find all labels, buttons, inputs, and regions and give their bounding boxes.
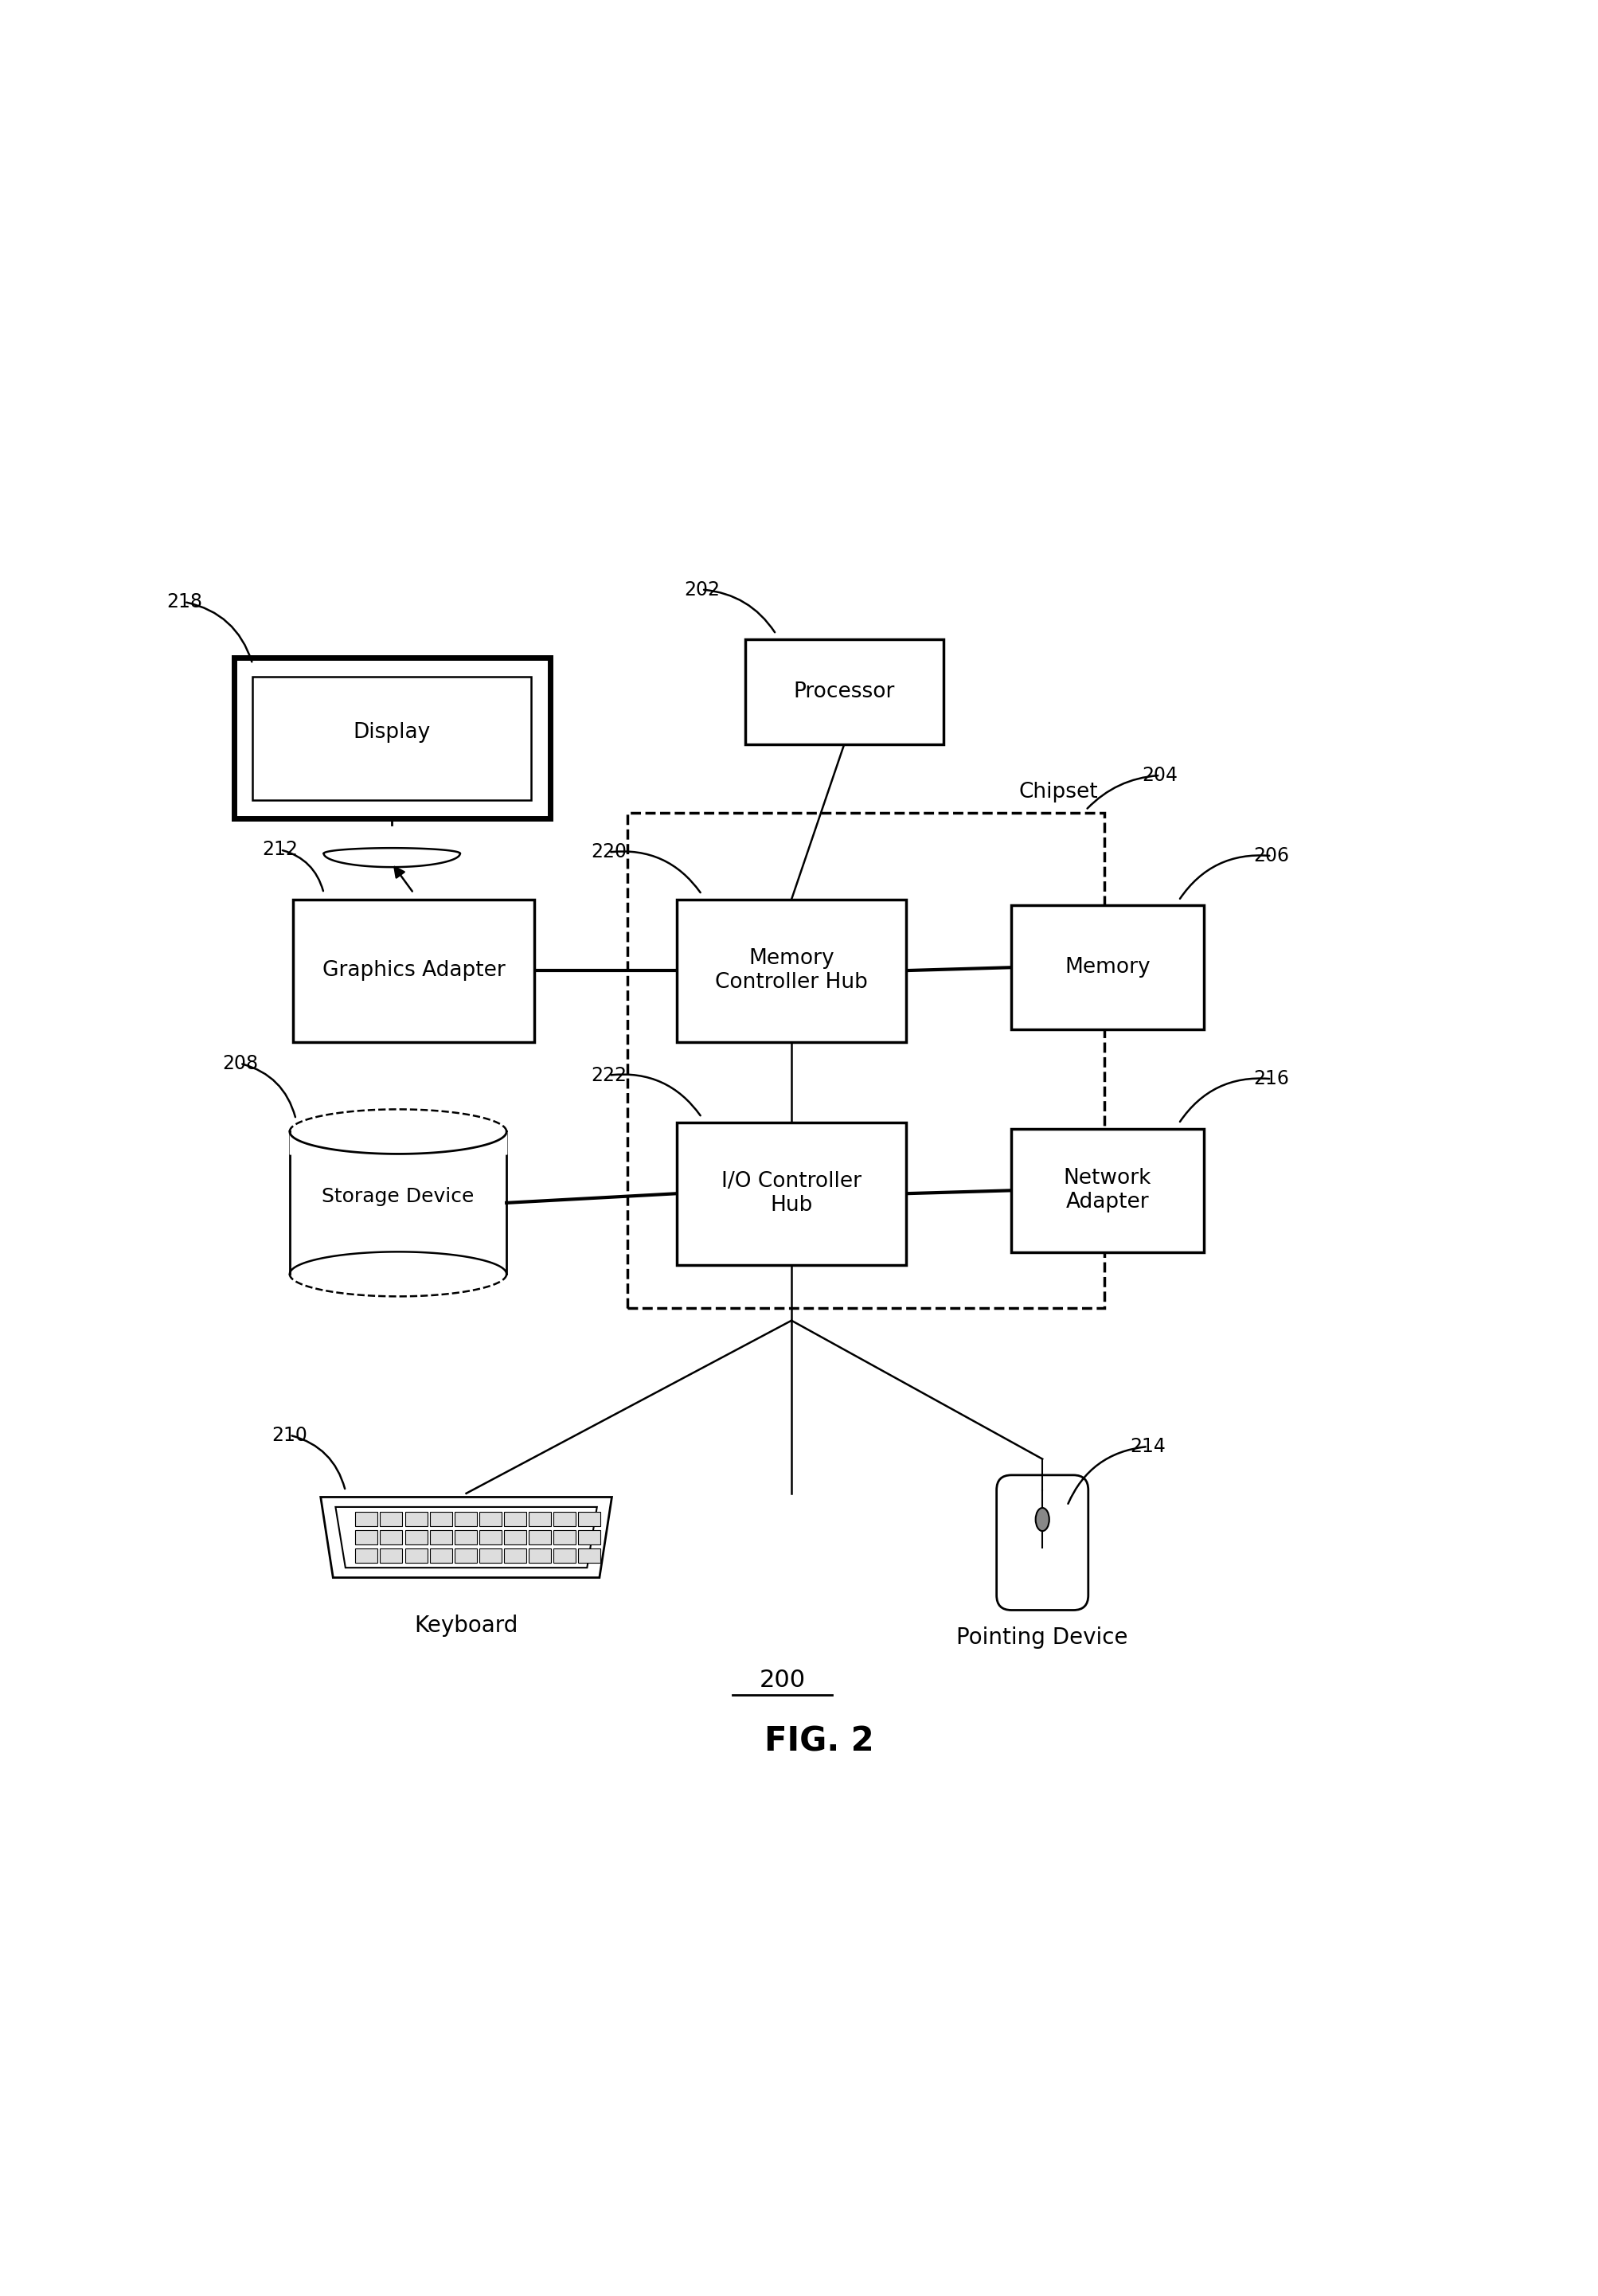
Text: 216: 216: [1253, 1070, 1290, 1088]
FancyBboxPatch shape: [252, 677, 531, 801]
FancyBboxPatch shape: [454, 1548, 476, 1564]
FancyBboxPatch shape: [529, 1529, 551, 1545]
Text: 210: 210: [272, 1426, 307, 1444]
Text: 200: 200: [759, 1669, 805, 1692]
Text: 214: 214: [1130, 1437, 1165, 1456]
FancyBboxPatch shape: [430, 1548, 452, 1564]
FancyBboxPatch shape: [404, 1513, 427, 1527]
Text: 208: 208: [222, 1054, 257, 1072]
FancyBboxPatch shape: [479, 1548, 502, 1564]
FancyBboxPatch shape: [503, 1529, 526, 1545]
FancyBboxPatch shape: [503, 1513, 526, 1527]
FancyBboxPatch shape: [676, 1123, 906, 1265]
FancyBboxPatch shape: [404, 1529, 427, 1545]
Text: FIG. 2: FIG. 2: [764, 1724, 874, 1759]
Text: Graphics Adapter: Graphics Adapter: [321, 960, 505, 980]
Text: 212: 212: [262, 840, 299, 859]
FancyBboxPatch shape: [479, 1529, 502, 1545]
FancyBboxPatch shape: [355, 1548, 377, 1564]
FancyBboxPatch shape: [430, 1513, 452, 1527]
FancyBboxPatch shape: [553, 1513, 575, 1527]
FancyBboxPatch shape: [355, 1513, 377, 1527]
Text: Chipset: Chipset: [1018, 783, 1098, 804]
Text: 218: 218: [166, 592, 203, 611]
FancyBboxPatch shape: [1012, 905, 1203, 1029]
Text: Keyboard: Keyboard: [414, 1614, 518, 1637]
Text: 206: 206: [1253, 847, 1290, 866]
Polygon shape: [321, 1497, 612, 1577]
FancyBboxPatch shape: [355, 1529, 377, 1545]
Text: Memory
Controller Hub: Memory Controller Hub: [714, 948, 868, 992]
Text: Processor: Processor: [793, 682, 895, 703]
FancyBboxPatch shape: [479, 1513, 502, 1527]
FancyBboxPatch shape: [454, 1529, 476, 1545]
FancyBboxPatch shape: [1012, 1130, 1203, 1251]
FancyBboxPatch shape: [529, 1548, 551, 1564]
FancyBboxPatch shape: [578, 1548, 601, 1564]
Text: 204: 204: [1141, 767, 1178, 785]
Text: 222: 222: [591, 1065, 626, 1084]
Text: Network
Adapter: Network Adapter: [1063, 1169, 1151, 1212]
FancyBboxPatch shape: [553, 1529, 575, 1545]
Text: 202: 202: [684, 581, 719, 599]
FancyBboxPatch shape: [578, 1513, 601, 1527]
FancyBboxPatch shape: [430, 1529, 452, 1545]
FancyBboxPatch shape: [676, 900, 906, 1042]
FancyBboxPatch shape: [380, 1548, 403, 1564]
FancyBboxPatch shape: [233, 657, 550, 820]
FancyBboxPatch shape: [578, 1529, 601, 1545]
Text: I/O Controller
Hub: I/O Controller Hub: [721, 1171, 861, 1217]
FancyBboxPatch shape: [553, 1548, 575, 1564]
FancyBboxPatch shape: [529, 1513, 551, 1527]
Polygon shape: [324, 854, 460, 868]
FancyBboxPatch shape: [996, 1474, 1088, 1609]
Text: Memory: Memory: [1064, 957, 1149, 978]
Text: Storage Device: Storage Device: [321, 1187, 475, 1205]
Text: Pointing Device: Pointing Device: [956, 1626, 1128, 1649]
FancyBboxPatch shape: [745, 638, 943, 744]
FancyBboxPatch shape: [292, 900, 534, 1042]
FancyBboxPatch shape: [380, 1513, 403, 1527]
FancyBboxPatch shape: [503, 1548, 526, 1564]
Ellipse shape: [1036, 1508, 1048, 1531]
FancyBboxPatch shape: [380, 1529, 403, 1545]
Polygon shape: [336, 1506, 596, 1568]
Text: Display: Display: [353, 721, 430, 742]
FancyBboxPatch shape: [454, 1513, 476, 1527]
FancyBboxPatch shape: [404, 1548, 427, 1564]
Text: 220: 220: [591, 843, 626, 861]
